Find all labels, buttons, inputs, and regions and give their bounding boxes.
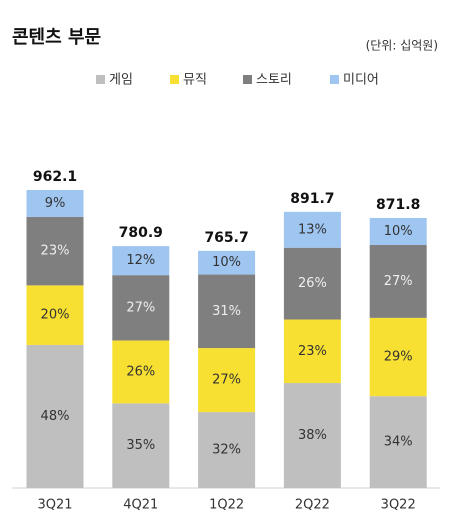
- segment-label: 10%: [212, 255, 241, 270]
- bar-segment: [112, 246, 170, 276]
- bar-segment: [198, 274, 256, 349]
- legend-label: 게임: [109, 73, 133, 88]
- bar-segment: [198, 250, 256, 275]
- segment-label: 27%: [384, 274, 413, 289]
- segment-label: 27%: [212, 373, 241, 388]
- legend-swatch: [243, 75, 252, 84]
- bar-segment: [112, 340, 170, 404]
- segment-label: 13%: [298, 222, 327, 237]
- total-label: 962.1: [33, 169, 77, 185]
- segment-label: 23%: [41, 244, 70, 259]
- segment-label: 31%: [212, 304, 241, 319]
- bar-segment: [283, 211, 341, 248]
- segment-label: 48%: [41, 409, 70, 424]
- bar-segment: [26, 190, 84, 217]
- bar-segment: [283, 247, 341, 320]
- legend-swatch: [330, 75, 339, 84]
- bar-segment: [283, 319, 341, 384]
- bar-segment: [112, 403, 170, 488]
- total-label: 765.7: [204, 230, 248, 246]
- segment-label: 10%: [384, 224, 413, 239]
- segment-label: 32%: [212, 443, 241, 458]
- segment-label: 35%: [126, 438, 155, 453]
- legend-swatch: [170, 75, 179, 84]
- segment-label: 29%: [384, 350, 413, 365]
- bar-segment: [283, 383, 341, 488]
- segment-label: 27%: [126, 300, 155, 315]
- x-tick-label: 3Q21: [37, 498, 72, 513]
- segment-label: 9%: [45, 196, 66, 211]
- segment-label: 23%: [298, 344, 327, 359]
- bar-segment: [369, 217, 427, 245]
- bar-segment: [26, 285, 84, 345]
- bar-segment: [198, 412, 256, 488]
- bar-segment: [369, 396, 427, 488]
- segment-label: 26%: [298, 276, 327, 291]
- bar-segment: [369, 317, 427, 397]
- chart-title: 콘텐츠 부문: [12, 27, 101, 48]
- bar-segment: [198, 348, 256, 413]
- chart-subtitle: (단위: 십억원): [366, 39, 438, 53]
- bar-segment: [26, 216, 84, 286]
- bar-segment: [112, 275, 170, 341]
- total-label: 871.8: [376, 197, 420, 213]
- legend-label: 스토리: [256, 73, 292, 88]
- segment-label: 12%: [126, 253, 155, 268]
- bar-segment: [369, 244, 427, 318]
- segment-label: 26%: [126, 364, 155, 379]
- segment-label: 34%: [384, 435, 413, 450]
- total-label: 780.9: [119, 225, 163, 241]
- x-tick-label: 2Q22: [295, 498, 330, 513]
- x-tick-label: 4Q21: [123, 498, 158, 513]
- legend-swatch: [96, 75, 105, 84]
- x-tick-label: 3Q22: [381, 498, 416, 513]
- legend-label: 미디어: [343, 73, 379, 88]
- x-tick-label: 1Q22: [209, 498, 244, 513]
- total-label: 891.7: [290, 191, 334, 207]
- bar-segment: [26, 344, 84, 488]
- segment-label: 38%: [298, 428, 327, 443]
- legend-label: 뮤직: [183, 73, 207, 88]
- segment-label: 20%: [41, 308, 70, 323]
